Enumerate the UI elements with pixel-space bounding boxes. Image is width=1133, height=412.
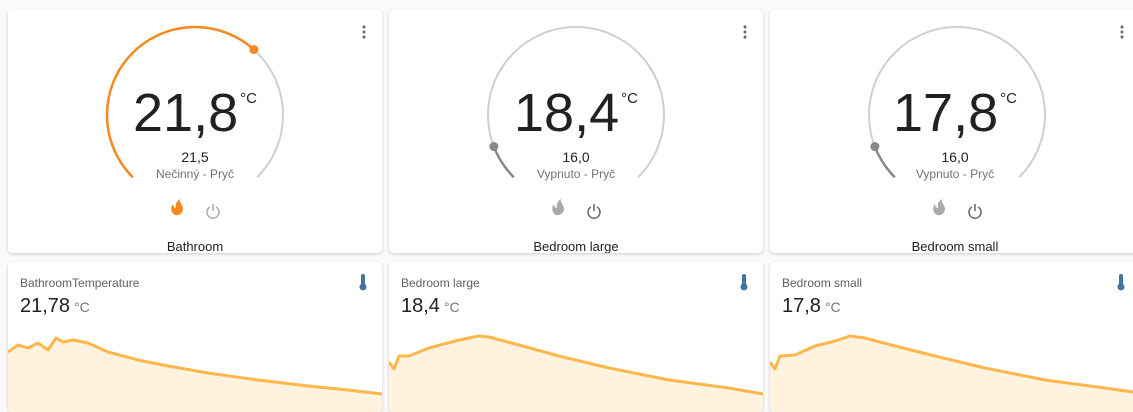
menu-dot — [362, 35, 366, 39]
sensor-value: 18,4 — [401, 295, 440, 317]
sensor-value: 21,78 — [20, 295, 71, 317]
menu-dot — [1120, 35, 1124, 39]
power-icon — [968, 204, 982, 219]
menu-dot — [743, 30, 747, 34]
gauge-track — [487, 26, 665, 178]
thermostat-name: Bedroom small — [911, 239, 999, 253]
gauge-handle — [249, 45, 259, 55]
temperature-unit: °C — [1000, 90, 1017, 107]
sensor-unit: °C — [443, 299, 460, 315]
menu-dot — [743, 25, 747, 29]
power-icon — [206, 204, 220, 219]
dashboard: (() => { const data = JSON.parse(documen… — [8, 10, 1133, 412]
sparkline-fill — [389, 336, 763, 412]
menu-dot — [1120, 30, 1124, 34]
temperature-value: 18,4 — [514, 83, 620, 143]
menu-dot — [743, 35, 747, 39]
thermometer-icon — [359, 274, 367, 291]
hvac-state: Vypnuto - Pryč — [915, 167, 995, 181]
sensor-state: 17,8 °C — [782, 295, 841, 318]
target-temperature: 16,0 — [941, 149, 969, 165]
thermostat-name: Bathroom — [166, 239, 224, 253]
gauge — [487, 25, 747, 219]
temperature-unit: °C — [621, 90, 638, 107]
sensor-card: BathroomTemperature 21,78 °C — [8, 262, 382, 412]
thermometer-icon — [740, 274, 748, 291]
current-temperature: 21,8 °C — [8, 82, 382, 144]
temperature-unit: °C — [240, 90, 257, 107]
sparkline — [8, 274, 382, 412]
gauge — [105, 25, 366, 219]
menu-dot — [362, 30, 366, 34]
gauge — [868, 25, 1124, 219]
thermostat-card: 17,8 °C 16,0 Vypnuto - Pryč Bedroom small — [770, 10, 1133, 253]
thermostat-card: 18,4 °C 16,0 Vypnuto - Pryč Bedroom large — [389, 10, 763, 253]
hvac-state: Vypnuto - Pryč — [536, 167, 616, 181]
sparkline-line — [8, 336, 382, 396]
sensor-card: Bedroom large 18,4 °C — [389, 262, 763, 412]
sensor-name: Bedroom large — [401, 276, 480, 290]
sensor-name: BathroomTemperature — [20, 276, 140, 290]
target-temperature: 16,0 — [562, 149, 590, 165]
hvac-state: Nečinný - Pryč — [155, 167, 235, 181]
power-icon — [587, 204, 601, 219]
sparkline-line — [770, 334, 1133, 394]
sensor-unit: °C — [74, 299, 90, 315]
heat-icon — [171, 199, 183, 216]
sparkline — [389, 274, 763, 412]
sparkline-fill — [770, 336, 1133, 412]
sparkline-line — [389, 334, 763, 396]
sensor-unit: °C — [824, 299, 841, 315]
sensor-state: 21,78 °C — [20, 295, 90, 318]
menu-dot — [1120, 25, 1124, 29]
temperature-value: 21,8 — [133, 83, 239, 143]
gauge-track — [868, 26, 1046, 178]
gauge-handle — [489, 142, 499, 152]
sparkline-fill — [8, 338, 382, 412]
sensor-state: 18,4 °C — [401, 295, 460, 318]
temperature-value: 17,8 — [893, 83, 999, 143]
sparkline — [770, 274, 1133, 412]
sensor-card: Bedroom small 17,8 °C — [770, 262, 1133, 412]
thermometer-icon — [1117, 274, 1125, 291]
current-temperature: 18,4 °C — [389, 82, 763, 144]
target-temperature: 21,5 — [181, 149, 209, 165]
gauge-active — [105, 25, 255, 179]
heat-icon — [552, 199, 564, 216]
current-temperature: 17,8 °C — [770, 82, 1133, 144]
thermostat-card: 21,8 °C 21,5 Nečinný - Pryč Bathroom — [8, 10, 382, 253]
sensor-value: 17,8 — [782, 295, 821, 317]
gauge-handle — [870, 142, 880, 152]
sensor-name: Bedroom small — [782, 276, 863, 290]
heat-icon — [933, 199, 945, 216]
menu-dot — [362, 25, 366, 29]
thermostat-name: Bedroom large — [533, 239, 619, 253]
